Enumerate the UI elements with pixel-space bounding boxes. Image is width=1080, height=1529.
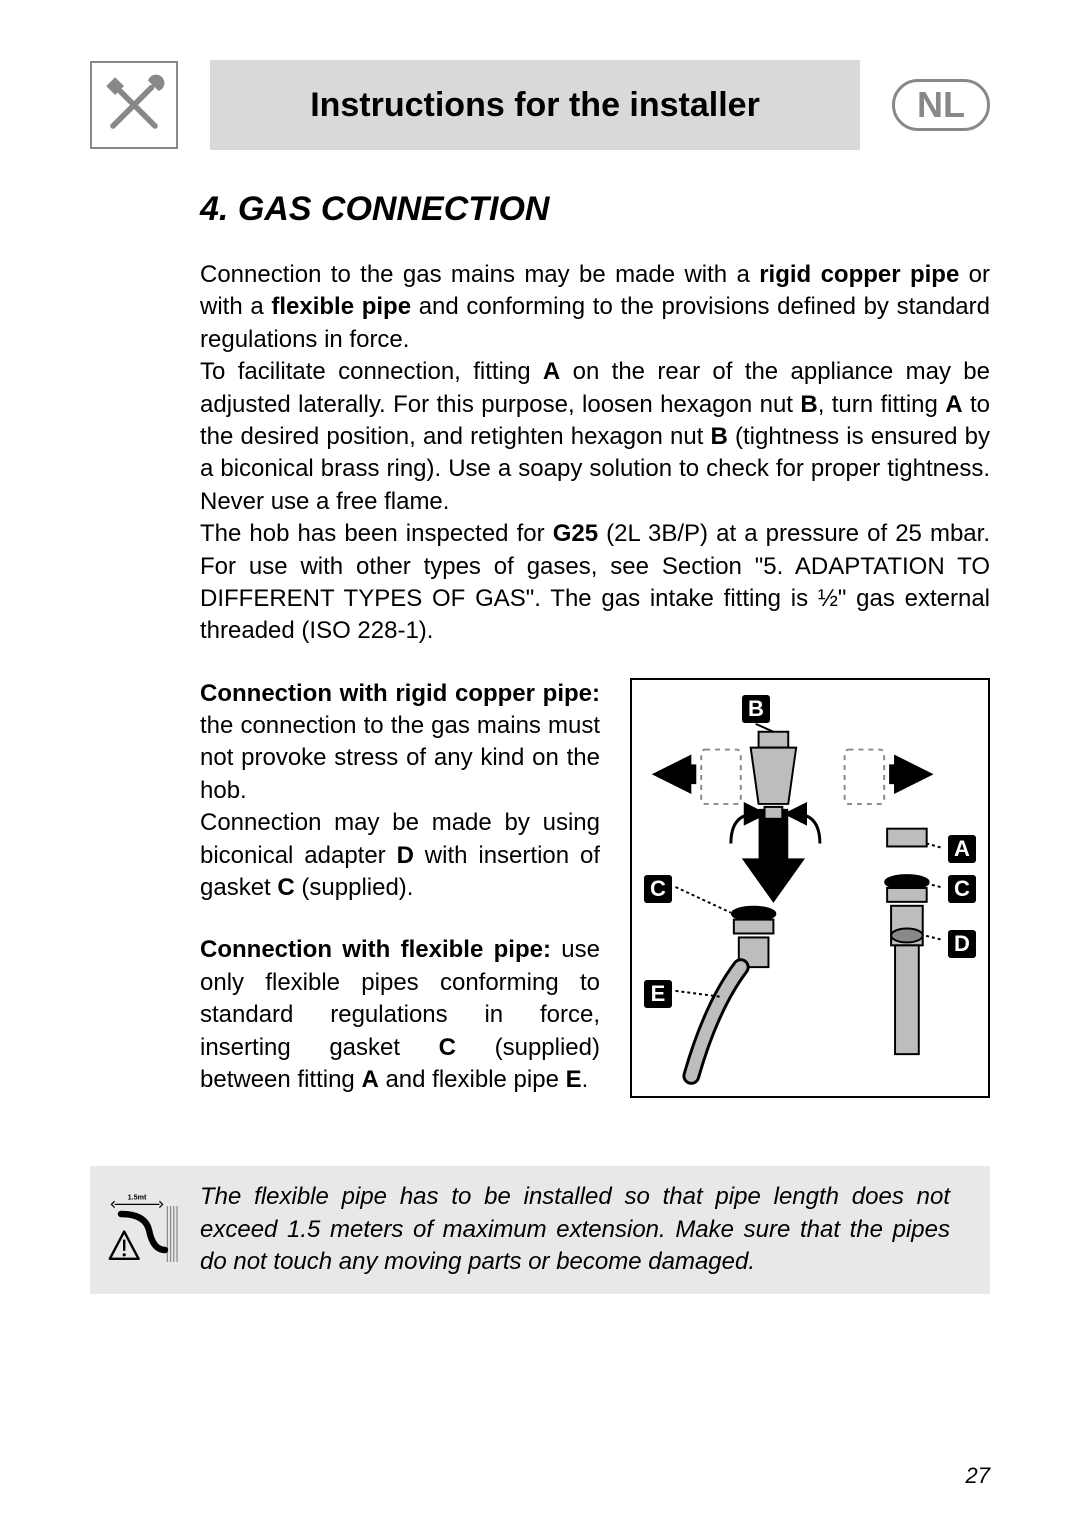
bold-run: G25: [553, 520, 598, 547]
text-run: The hob has been inspected for: [200, 520, 553, 547]
text-run: Connection to the gas mains may be made …: [200, 261, 759, 288]
language-badge: NL: [892, 79, 990, 132]
bold-run: D: [397, 842, 414, 869]
connection-text: Connection with rigid copper pipe: the c…: [200, 678, 600, 1127]
bold-run: C: [439, 1034, 456, 1061]
diagram-label-d: D: [948, 930, 976, 958]
bold-run: A: [361, 1066, 378, 1093]
section-number: 4.: [200, 190, 228, 228]
diagram-column: B A C C D E: [630, 678, 990, 1127]
bold-run: B: [800, 391, 817, 418]
main-paragraph: Connection to the gas mains may be made …: [200, 259, 990, 648]
language-badge-cell: NL: [880, 79, 990, 132]
tools-icon-cell: [90, 61, 200, 149]
bold-run: flexible pipe: [271, 293, 411, 320]
caution-icon-cell: 1.5mt: [90, 1190, 200, 1270]
text-run: To facilitate connection, fitting: [200, 358, 543, 385]
rigid-pipe-paragraph: Connection with rigid copper pipe: the c…: [200, 678, 600, 905]
diagram-svg: [632, 680, 988, 1096]
tools-icon: [90, 61, 178, 149]
section-heading: 4. GAS CONNECTION: [200, 190, 990, 229]
diagram-label-c-left: C: [644, 875, 672, 903]
rigid-heading: Connection with rigid copper pipe:: [200, 680, 600, 707]
bold-run: B: [711, 423, 728, 450]
page-header: Instructions for the installer NL: [90, 60, 990, 150]
bold-run: E: [566, 1066, 582, 1093]
connection-section: Connection with rigid copper pipe: the c…: [200, 678, 990, 1127]
page-number: 27: [966, 1463, 990, 1489]
dim-label: 1.5mt: [128, 1193, 147, 1202]
bold-run: rigid copper pipe: [759, 261, 959, 288]
text-run: (supplied).: [295, 874, 414, 901]
text-run: and flexible pipe: [379, 1066, 566, 1093]
text-run: .: [582, 1066, 589, 1093]
text-run: the connection to the gas mains must not…: [200, 712, 600, 804]
diagram-label-e: E: [644, 980, 672, 1008]
diagram-label-b: B: [742, 695, 770, 723]
section-title-text: GAS CONNECTION: [238, 190, 550, 228]
flex-heading: Connection with flexible pipe:: [200, 936, 551, 963]
flexible-pipe-warning-icon: 1.5mt: [105, 1190, 185, 1270]
caution-text: The flexible pipe has to be installed so…: [200, 1181, 970, 1278]
diagram-label-a: A: [948, 835, 976, 863]
gas-connection-diagram: B A C C D E: [630, 678, 990, 1098]
bold-run: A: [945, 391, 962, 418]
page-title: Instructions for the installer: [310, 86, 760, 125]
bold-run: C: [277, 874, 294, 901]
diagram-label-c-right: C: [948, 875, 976, 903]
caution-box: 1.5mt The flexible pipe has to be instal…: [90, 1166, 990, 1293]
bold-run: A: [543, 358, 560, 385]
flexible-pipe-paragraph: Connection with flexible pipe: use only …: [200, 934, 600, 1096]
title-bar: Instructions for the installer: [210, 60, 860, 150]
text-run: , turn fitting: [818, 391, 946, 418]
